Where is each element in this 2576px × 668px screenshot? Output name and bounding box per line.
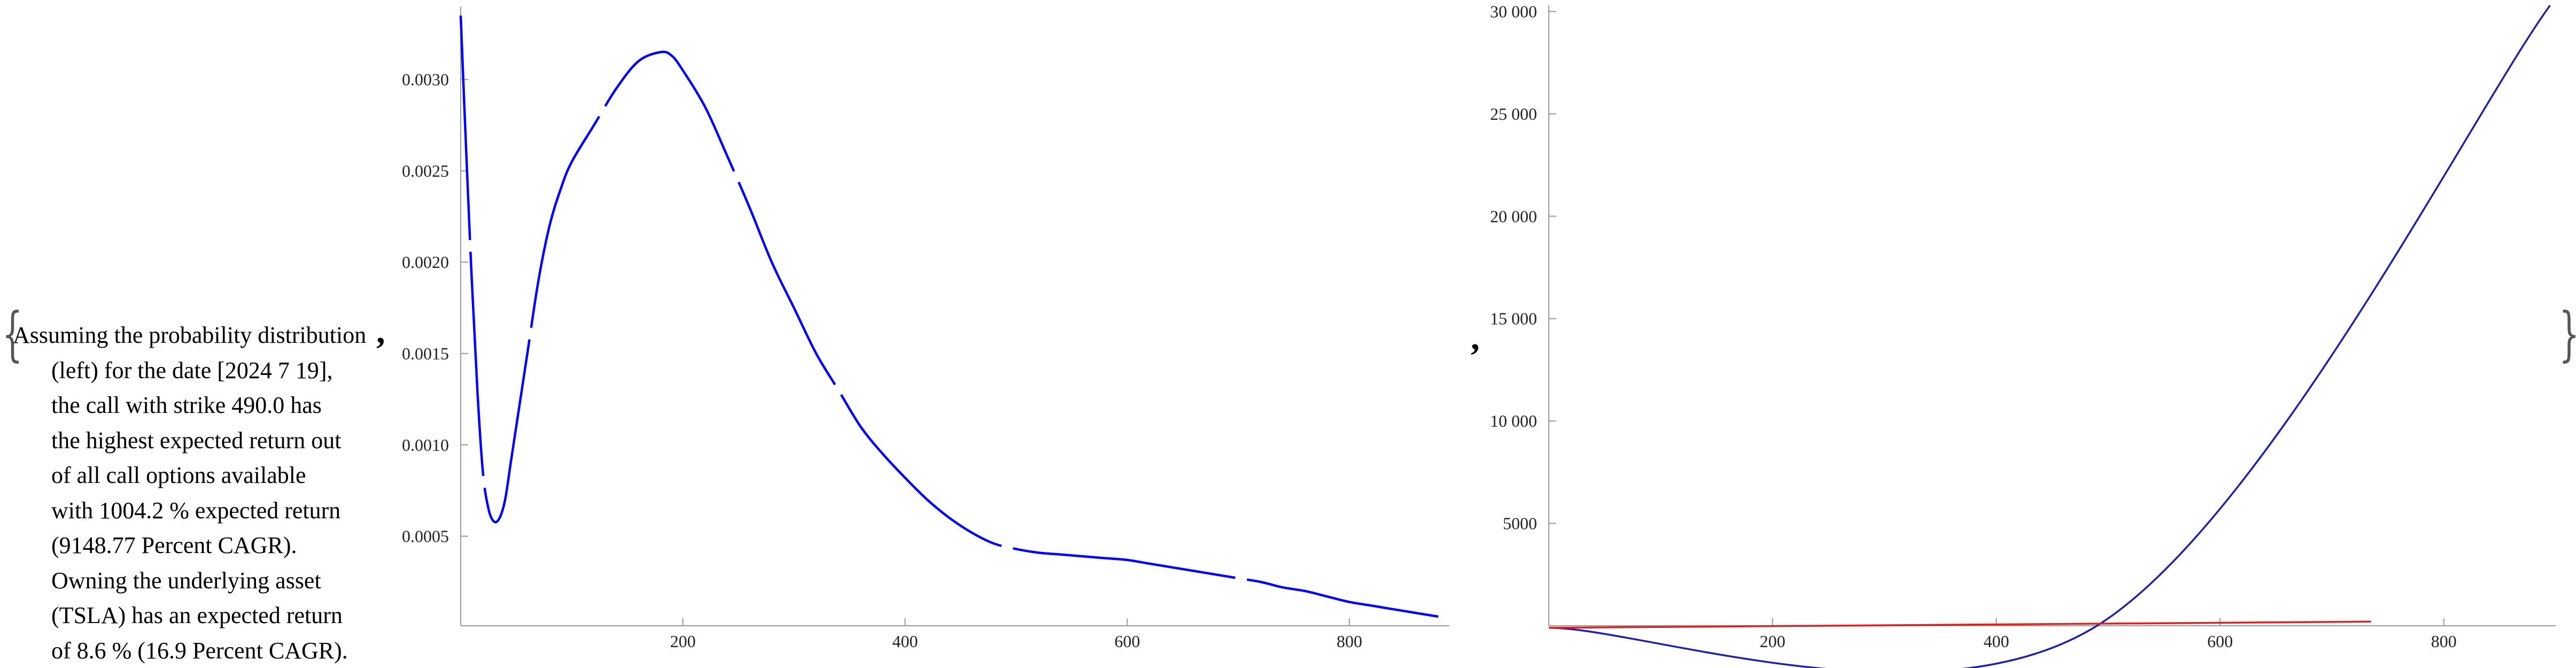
payoff-x-tick-label: 400 xyxy=(1983,632,2009,651)
payoff-y-tick-label: 20 000 xyxy=(1490,206,1537,226)
payoff-series-2-line xyxy=(1549,621,2371,628)
list-close-brace: } xyxy=(2559,300,2576,368)
payoff-y-tick-label: 25 000 xyxy=(1490,104,1537,124)
payoff-series-1-line xyxy=(1549,5,2550,668)
payoff-x-tick-label: 200 xyxy=(1760,632,1786,651)
payoff-x-tick-label: 600 xyxy=(2207,632,2233,651)
payoff-y-tick-label: 5000 xyxy=(1503,514,1537,533)
payoff-y-tick-label: 30 000 xyxy=(1490,2,1537,21)
payoff-x-tick-label: 800 xyxy=(2431,632,2457,651)
payoff-y-tick-label: 15 000 xyxy=(1490,309,1537,328)
payoff-y-tick-label: 10 000 xyxy=(1490,411,1537,431)
